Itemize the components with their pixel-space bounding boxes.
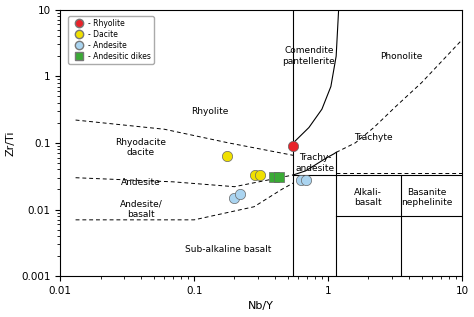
Text: Basanite
nephelinite: Basanite nephelinite (401, 188, 453, 208)
Legend: - Rhyolite, - Dacite, - Andesite, - Andesitic dikes: - Rhyolite, - Dacite, - Andesite, - Ande… (68, 16, 154, 64)
Text: Andesite: Andesite (121, 178, 161, 187)
Text: Andesite/
basalt: Andesite/ basalt (119, 200, 162, 219)
Text: Trachyte: Trachyte (355, 133, 393, 142)
Point (256, 172, 264, 178)
Point (290, 143, 297, 148)
Text: Trachy-
andesite: Trachy- andesite (295, 153, 335, 173)
Point (275, 174, 283, 179)
Point (297, 177, 305, 182)
Text: Sub-alkaline basalt: Sub-alkaline basalt (185, 245, 272, 254)
Point (236, 191, 244, 197)
Text: Alkali-
basalt: Alkali- basalt (355, 188, 382, 208)
Text: Phonolite: Phonolite (380, 52, 422, 61)
Point (302, 177, 310, 182)
Point (270, 174, 278, 179)
Point (251, 172, 259, 178)
Point (223, 154, 230, 159)
Y-axis label: Zr/Ti: Zr/Ti (6, 130, 16, 156)
Point (231, 195, 238, 200)
Text: Rhyolite: Rhyolite (191, 107, 228, 116)
Text: Comendite
pantellerite: Comendite pantellerite (283, 47, 335, 66)
X-axis label: Nb/Y: Nb/Y (248, 301, 274, 311)
Text: Rhyodacite
dacite: Rhyodacite dacite (115, 138, 166, 157)
